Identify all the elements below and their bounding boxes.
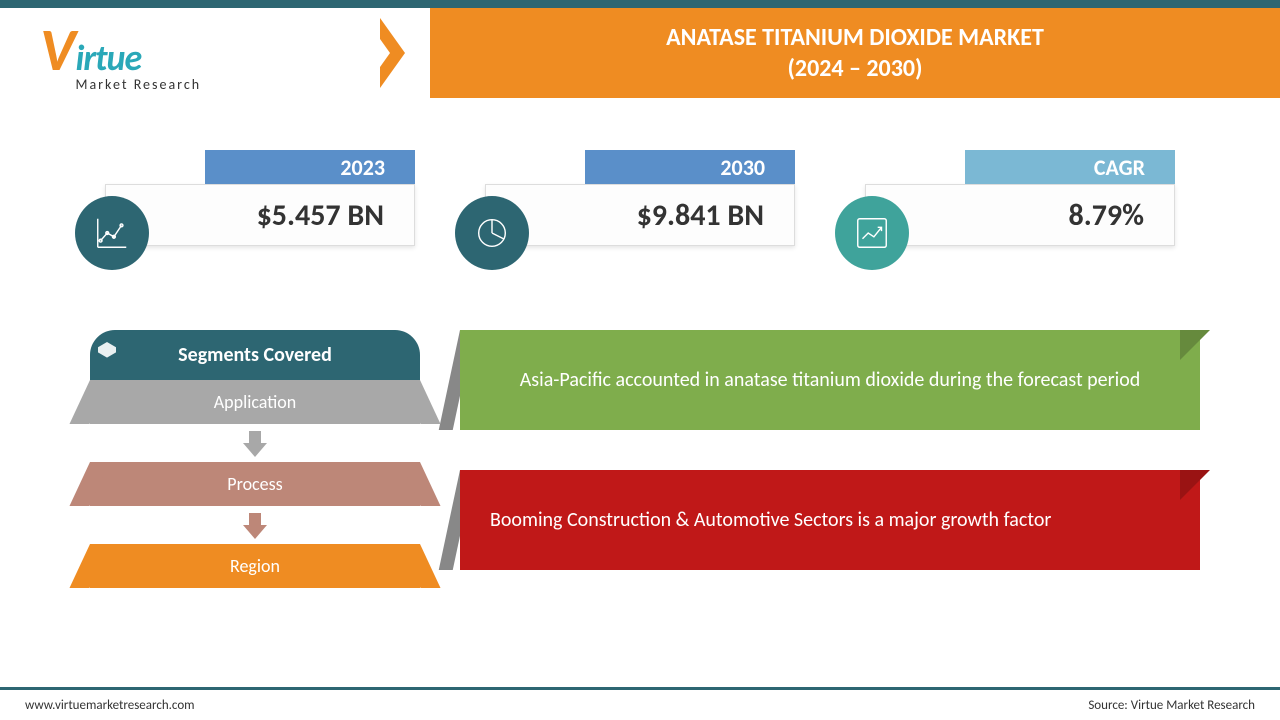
footer-source: Source: Virtue Market Research <box>1088 698 1255 713</box>
stat-label: 2030 <box>720 154 765 181</box>
logo-tagline: Market Research <box>75 76 201 93</box>
logo-area: V irtue Market Research <box>0 8 380 98</box>
callouts: Asia-Pacific accounted in anatase titani… <box>460 330 1200 610</box>
footer-url: www.virtuemarketresearch.com <box>25 698 195 713</box>
down-arrow-icon <box>90 424 420 462</box>
virtue-logo: V irtue Market Research <box>40 14 201 93</box>
segment-label: Application <box>214 391 297 413</box>
footer: www.virtuemarketresearch.com Source: Vir… <box>0 687 1280 720</box>
segment-label: Region <box>230 555 280 577</box>
segment-item-application: Application <box>90 380 420 424</box>
logo-v-letter: V <box>40 14 75 87</box>
chevron-icon <box>380 8 430 98</box>
title-line-1: ANATASE TITANIUM DIOXIDE MARKET <box>666 23 1044 52</box>
stat-label: CAGR <box>1094 154 1145 181</box>
title-line-2: (2024 – 2030) <box>787 54 922 83</box>
stat-value-box: $5.457 BN <box>105 184 415 246</box>
stat-value: $5.457 BN <box>257 197 384 234</box>
growth-chart-icon <box>835 196 909 270</box>
header: V irtue Market Research ANATASE TITANIUM… <box>0 8 1280 98</box>
top-border <box>0 0 1280 8</box>
stat-value: $9.841 BN <box>637 197 764 234</box>
callout-text: Booming Construction & Automotive Sector… <box>490 508 1170 532</box>
stat-card-0: 2023 $5.457 BN <box>105 150 415 246</box>
segment-item-process: Process <box>90 462 420 506</box>
stat-value-box: $9.841 BN <box>485 184 795 246</box>
segments-list: Application Process Region <box>90 380 420 588</box>
down-arrow-icon <box>90 506 420 544</box>
callout-1: Booming Construction & Automotive Sector… <box>460 470 1200 570</box>
line-chart-icon <box>75 196 149 270</box>
stat-tab: 2023 <box>205 150 415 184</box>
stat-tab: 2030 <box>585 150 795 184</box>
stat-value-box: 8.79% <box>865 184 1175 246</box>
callout-text: Asia-Pacific accounted in anatase titani… <box>490 368 1170 392</box>
callout-0: Asia-Pacific accounted in anatase titani… <box>460 330 1200 430</box>
stat-value: 8.79% <box>1069 197 1145 234</box>
page-title: ANATASE TITANIUM DIOXIDE MARKET (2024 – … <box>666 22 1044 84</box>
title-bar: ANATASE TITANIUM DIOXIDE MARKET (2024 – … <box>430 8 1280 98</box>
stat-card-1: 2030 $9.841 BN <box>485 150 795 246</box>
segments-panel: Segments Covered Application Process Regio… <box>90 330 420 588</box>
pie-chart-icon <box>455 196 529 270</box>
segment-item-region: Region <box>90 544 420 588</box>
stat-tab: CAGR <box>965 150 1175 184</box>
segments-header-label: Segments Covered <box>178 343 332 367</box>
stat-label: 2023 <box>340 154 385 181</box>
stats-row: 2023 $5.457 BN 2030 $9.841 BN CAGR 8.79% <box>0 150 1280 246</box>
segment-label: Process <box>227 473 282 495</box>
stat-card-2: CAGR 8.79% <box>865 150 1175 246</box>
logo-brand-text: irtue <box>75 36 201 80</box>
segments-header: Segments Covered <box>90 330 420 380</box>
